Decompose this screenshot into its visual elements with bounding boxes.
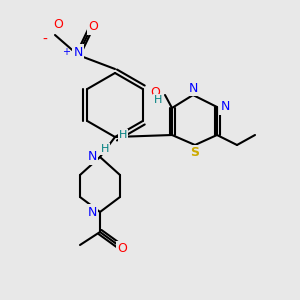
Text: H: H [101, 144, 109, 154]
Text: O: O [117, 242, 127, 256]
Text: N: N [73, 46, 83, 59]
Text: N: N [188, 82, 198, 94]
Text: H: H [154, 95, 162, 105]
Text: -: - [43, 33, 47, 47]
Text: H: H [119, 130, 127, 140]
Text: S: S [190, 146, 200, 160]
Text: O: O [150, 85, 160, 98]
Text: O: O [88, 20, 98, 34]
Text: O: O [53, 19, 63, 32]
Text: +: + [62, 47, 70, 57]
Text: N: N [87, 151, 97, 164]
Text: N: N [87, 206, 97, 218]
Text: N: N [220, 100, 230, 113]
